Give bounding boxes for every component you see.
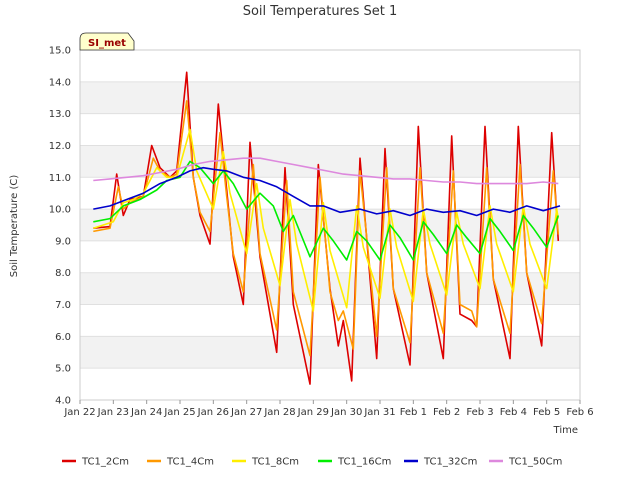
y-tick-label: 13.0 bbox=[49, 109, 71, 120]
legend-item-tc1_16cm: TC1_16Cm bbox=[318, 457, 391, 468]
x-axis-label: Time bbox=[553, 425, 578, 436]
y-tick-label: 4.0 bbox=[55, 396, 71, 407]
series-line-tc1_50cm bbox=[93, 157, 559, 185]
x-tick-label: Feb 1 bbox=[400, 407, 427, 418]
x-tick-label: Feb 4 bbox=[500, 407, 527, 418]
y-tick-label: 11.0 bbox=[49, 173, 71, 184]
badge-label: SI_met bbox=[88, 38, 126, 49]
y-tick-label: 7.0 bbox=[55, 300, 71, 311]
y-tick-label: 15.0 bbox=[49, 46, 71, 57]
legend-label: TC1_4Cm bbox=[166, 457, 214, 468]
y-tick-label: 12.0 bbox=[49, 141, 71, 152]
y-tick-label: 10.0 bbox=[49, 205, 71, 216]
x-tick-label: Jan 31 bbox=[363, 407, 395, 418]
series-layer bbox=[93, 71, 561, 385]
x-tick-label: Jan 25 bbox=[163, 407, 195, 418]
plot-frame bbox=[79, 49, 581, 401]
x-tick-label: Feb 6 bbox=[566, 407, 593, 418]
x-tick-label: Feb 2 bbox=[433, 407, 460, 418]
x-tick-label: Jan 24 bbox=[130, 407, 162, 418]
x-tick-label: Jan 29 bbox=[297, 407, 329, 418]
chart-title: Soil Temperatures Set 1 bbox=[243, 4, 398, 19]
legend-label: TC1_32Cm bbox=[423, 457, 477, 468]
x-tick-label: Feb 3 bbox=[466, 407, 493, 418]
gridlines bbox=[79, 49, 581, 401]
grid-band bbox=[80, 81, 580, 114]
y-axis-label: Soil Temperature (C) bbox=[9, 175, 20, 278]
legend-item-tc1_50cm: TC1_50Cm bbox=[489, 457, 562, 468]
y-tick-label: 9.0 bbox=[55, 236, 71, 247]
y-tick-label: 8.0 bbox=[55, 268, 71, 279]
x-tick-label: Jan 28 bbox=[263, 407, 295, 418]
si-met-badge: SI_met bbox=[79, 32, 135, 51]
grid-band bbox=[80, 336, 580, 369]
series-line-tc1_32cm bbox=[93, 166, 561, 217]
legend-item-tc1_8cm: TC1_8Cm bbox=[232, 457, 299, 468]
x-tick-label: Jan 27 bbox=[230, 407, 262, 418]
x-axis-ticks: Jan 22 Jan 23 Jan 24 Jan 25 Jan 26 Jan 27 Jan … bbox=[63, 400, 594, 418]
legend-item-tc1_4cm: TC1_4Cm bbox=[147, 457, 214, 468]
legend-label: TC1_8Cm bbox=[251, 457, 299, 468]
series-line-tc1_16cm bbox=[93, 160, 560, 261]
y-tick-label: 5.0 bbox=[55, 364, 71, 375]
x-tick-label: Jan 26 bbox=[197, 407, 229, 418]
legend: TC1_2Cm TC1_4Cm TC1_8Cm TC1_16Cm TC1_32Cm TC1… bbox=[62, 457, 562, 468]
y-tick-label: 6.0 bbox=[55, 332, 71, 343]
x-tick-label: Feb 5 bbox=[533, 407, 560, 418]
legend-item-tc1_32cm: TC1_32Cm bbox=[404, 457, 477, 468]
legend-label: TC1_50Cm bbox=[508, 457, 562, 468]
y-tick-label: 14.0 bbox=[49, 77, 71, 88]
x-tick-label: Jan 30 bbox=[330, 407, 362, 418]
plot-background bbox=[80, 50, 580, 400]
x-tick-label: Jan 22 bbox=[63, 407, 95, 418]
x-tick-label: Jan 23 bbox=[97, 407, 129, 418]
y-axis-ticks: 4.0 5.0 6.0 7.0 8.0 9.0 10.0 11.0 12.0 13.0 14.0 15… bbox=[49, 46, 71, 407]
legend-label: TC1_16Cm bbox=[337, 457, 391, 468]
legend-item-tc1_2cm: TC1_2Cm bbox=[62, 457, 129, 468]
legend-label: TC1_2Cm bbox=[81, 457, 129, 468]
